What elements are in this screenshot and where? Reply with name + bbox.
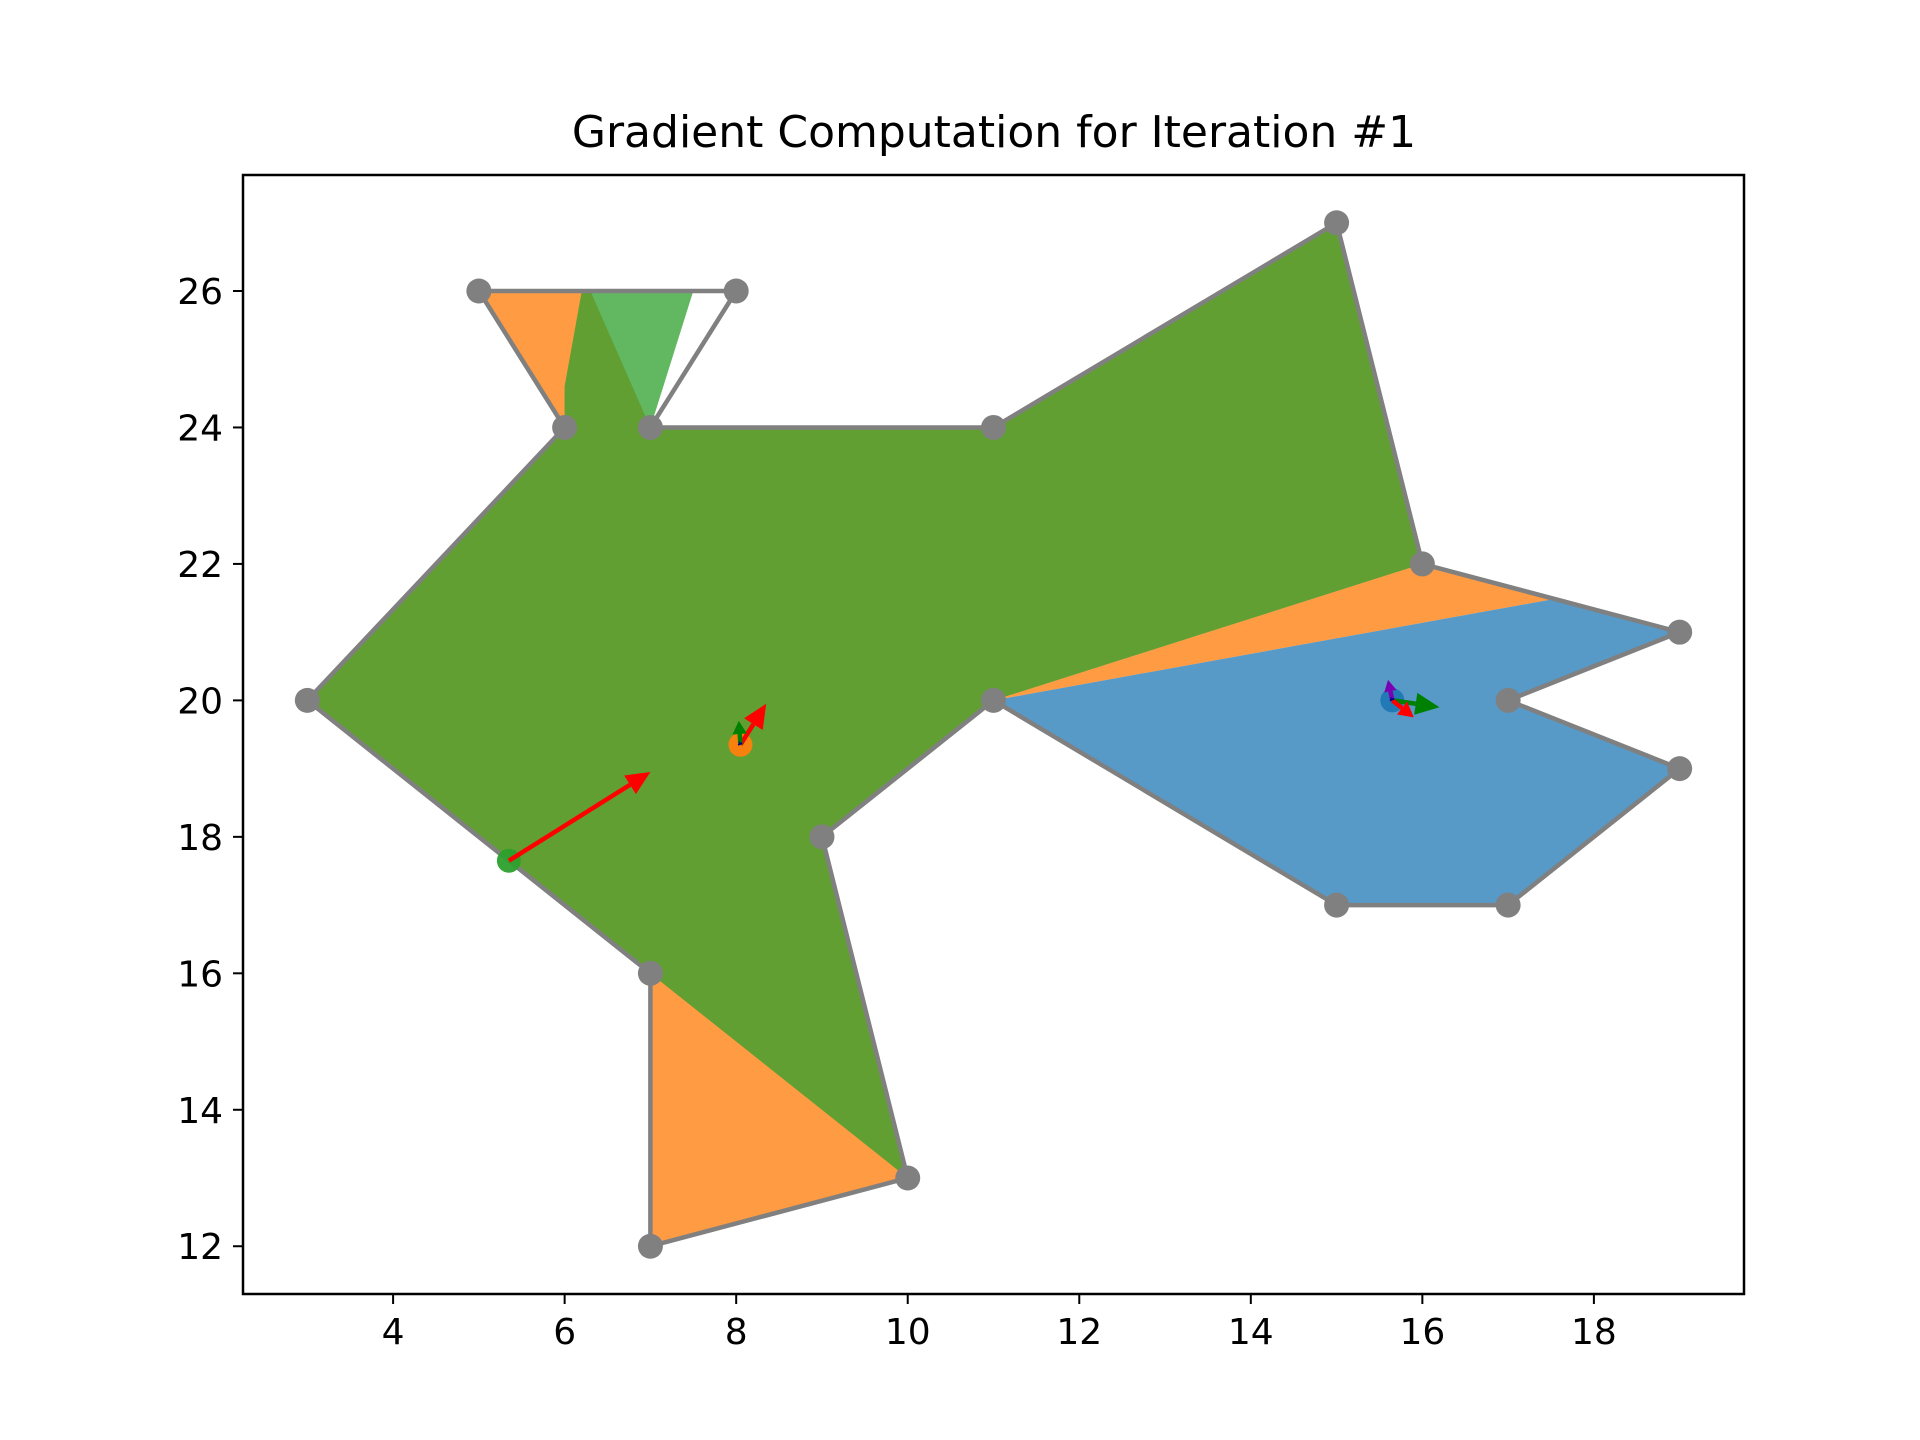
x-tick-label-4: 4 [382, 1312, 405, 1353]
arrow-shaft-7 [1389, 697, 1395, 702]
y-tick-label-14: 14 [177, 1091, 223, 1132]
gradient-arrow-1 [738, 703, 767, 746]
plot-frame [241, 173, 1746, 1296]
arrow-shaft-5 [1390, 698, 1404, 710]
y-tick-label-22: 22 [177, 545, 223, 586]
vertex-marker-0 [466, 278, 492, 304]
x-tick-label-8: 8 [725, 1312, 748, 1353]
arrow-head-2 [732, 720, 747, 735]
arrow-head-5 [1396, 701, 1414, 718]
vertex-marker-7 [1667, 619, 1693, 645]
arrow-head-0 [624, 772, 651, 795]
arrow-head-1 [744, 703, 767, 730]
vertex-marker-6 [1409, 551, 1435, 577]
vertex-marker-15 [637, 1233, 663, 1259]
vertex-marker-17 [294, 687, 320, 713]
vertex-marker-2 [552, 414, 578, 440]
arrow-shaft-0 [507, 782, 632, 863]
chart-title: Gradient Computation for Iteration #1 [572, 107, 1416, 158]
vertex-marker-3 [637, 414, 663, 440]
gradient-arrow-5 [1390, 698, 1414, 718]
arrow-head-7 [1390, 697, 1393, 700]
x-tick-label-16: 16 [1399, 1312, 1445, 1353]
x-tick-label-6: 6 [553, 1312, 576, 1353]
vertex-marker-14 [895, 1165, 921, 1191]
arrow-shaft-3 [737, 742, 743, 746]
y-tick-label-12: 12 [177, 1227, 223, 1268]
vertex-marker-12 [981, 687, 1006, 713]
vertex-marker-4 [981, 414, 1006, 440]
vertex-marker-11 [1324, 892, 1350, 918]
region-green-3 [307, 222, 1423, 1179]
plot-area [294, 210, 1693, 1259]
gradient-arrow-0 [507, 772, 651, 863]
x-tick-label-10: 10 [885, 1312, 931, 1353]
x-tick-label-18: 18 [1571, 1312, 1617, 1353]
vertex-marker-16 [637, 960, 663, 986]
vertex-marker-9 [1667, 756, 1693, 782]
arrow-head-4 [1414, 692, 1440, 715]
x-tick-label-12: 12 [1056, 1312, 1102, 1353]
arrow-head-6 [1384, 679, 1397, 693]
vertex-marker-10 [1495, 892, 1521, 918]
axes: 4 6 8 10 12 14 16 18 12 14 16 18 20 22 24 26 [177, 272, 1617, 1353]
arrow-shaft-1 [738, 722, 756, 746]
y-tick-label-16: 16 [177, 954, 223, 995]
y-tick-label-26: 26 [177, 272, 223, 313]
region-orange-1 [993, 563, 1560, 701]
vertex-marker-1 [723, 278, 749, 304]
x-tick-label-14: 14 [1228, 1312, 1274, 1353]
vertex-marker-5 [1324, 210, 1350, 236]
arrow-head-3 [738, 741, 741, 744]
y-tick-label-20: 20 [177, 681, 223, 722]
y-tick-label-18: 18 [177, 818, 223, 859]
gradient-arrow-7 [1389, 697, 1395, 702]
vertex-marker-13 [809, 824, 835, 850]
y-tick-label-24: 24 [177, 408, 223, 449]
region-blue-2 [993, 598, 1680, 906]
gradient-arrow-3 [737, 741, 743, 746]
vertex-marker-8 [1495, 687, 1521, 713]
